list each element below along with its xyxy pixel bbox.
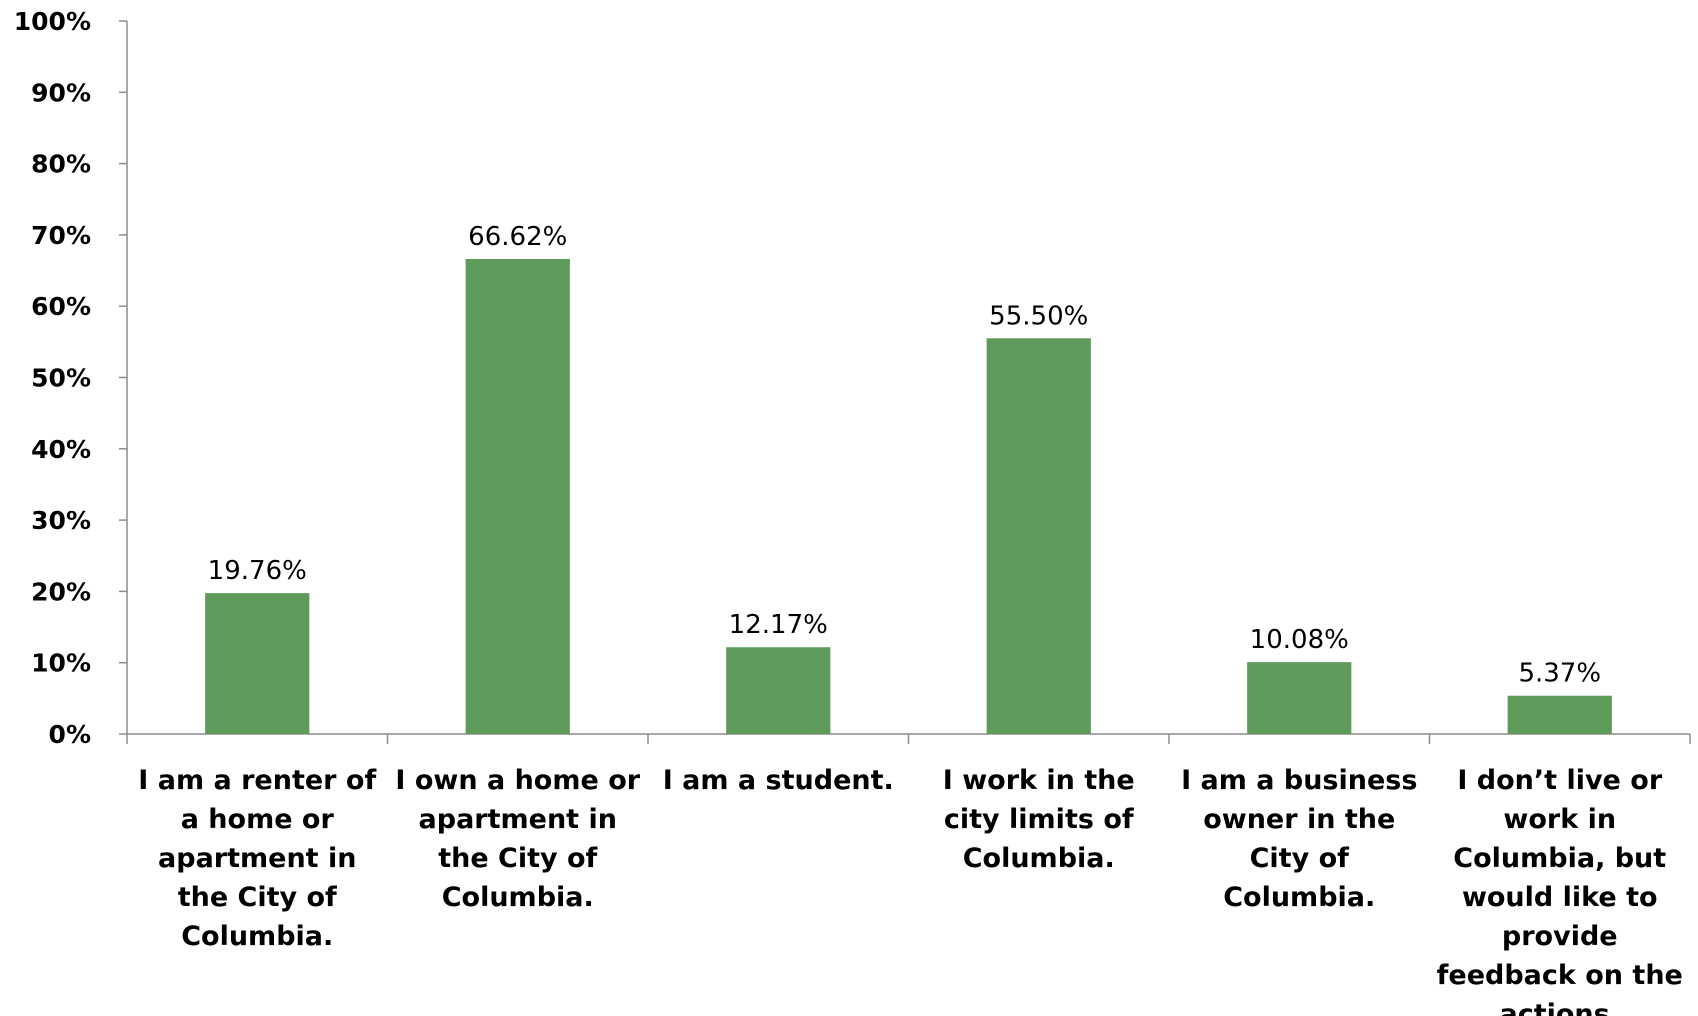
data-label: 12.17% bbox=[729, 610, 828, 640]
bar bbox=[1247, 662, 1352, 734]
y-tick-label: 60% bbox=[31, 292, 91, 321]
category-label-line: Columbia. bbox=[181, 921, 333, 952]
category-label-line: the City of bbox=[178, 882, 337, 913]
category-label-line: Columbia. bbox=[442, 882, 594, 913]
category-label-line: provide bbox=[1502, 921, 1618, 952]
category-labels: I am a renter of a home or apartment in the… bbox=[138, 765, 1683, 1016]
category-label: I am a student. bbox=[663, 765, 894, 796]
data-label: 19.76% bbox=[208, 556, 307, 586]
bar bbox=[205, 593, 310, 734]
category-label-line: I am a student. bbox=[663, 765, 894, 796]
data-label: 55.50% bbox=[989, 301, 1088, 331]
category-label-line: a home or bbox=[181, 804, 335, 835]
category-label-line: I am a renter of bbox=[138, 765, 376, 796]
bar bbox=[1507, 695, 1612, 734]
category-label-line: Columbia, but bbox=[1453, 843, 1666, 874]
category-label-line: owner in the bbox=[1203, 804, 1395, 835]
category-label: I am a business owner in the City of Columb… bbox=[1181, 765, 1417, 913]
category-label-line: I am a business bbox=[1181, 765, 1417, 796]
category-label-line: actions. bbox=[1500, 999, 1621, 1016]
category-label-line: would like to bbox=[1462, 882, 1658, 913]
bars bbox=[205, 258, 1612, 734]
y-axis: 0% 10% 20% 30% 40% 50% 60% 70% 80% 90% 100% bbox=[14, 7, 128, 749]
category-label-line: the City of bbox=[438, 843, 597, 874]
data-labels: 19.76% 66.62% 12.17% 55.50% 10.08% 5.37% bbox=[208, 222, 1601, 689]
category-label-line: I don’t live or bbox=[1457, 765, 1662, 796]
category-label-line: City of bbox=[1250, 843, 1350, 874]
category-label-line: apartment in bbox=[419, 804, 617, 835]
category-label-line: city limits of bbox=[944, 804, 1134, 835]
category-label-line: I work in the bbox=[943, 765, 1135, 796]
data-label: 10.08% bbox=[1250, 625, 1349, 655]
category-label-line: work in bbox=[1503, 804, 1616, 835]
category-label-line: apartment in bbox=[158, 843, 356, 874]
y-tick-label: 40% bbox=[31, 435, 91, 464]
category-label-line: Columbia. bbox=[1223, 882, 1375, 913]
y-tick-label: 90% bbox=[31, 78, 91, 107]
category-label-line: feedback on the bbox=[1437, 960, 1683, 991]
y-tick-label: 20% bbox=[31, 577, 91, 606]
bar bbox=[726, 647, 831, 734]
category-label: I work in the city limits of Columbia. bbox=[943, 765, 1135, 874]
x-axis bbox=[126, 733, 1691, 744]
bar bbox=[986, 338, 1091, 734]
y-tick-label: 50% bbox=[31, 364, 91, 393]
y-tick-label: 30% bbox=[31, 506, 91, 535]
y-tick-label: 0% bbox=[49, 720, 91, 749]
category-label: I own a home or apartment in the City of Co… bbox=[395, 765, 640, 913]
category-label: I don’t live or work in Columbia, but would… bbox=[1437, 765, 1683, 1016]
data-label: 66.62% bbox=[468, 222, 567, 252]
y-tick-label: 10% bbox=[31, 649, 91, 678]
data-label: 5.37% bbox=[1518, 659, 1601, 689]
y-tick-label: 100% bbox=[14, 7, 91, 36]
category-label: I am a renter of a home or apartment in the… bbox=[138, 765, 376, 952]
category-label-line: I own a home or bbox=[395, 765, 640, 796]
y-tick-label: 80% bbox=[31, 150, 91, 179]
category-label-line: Columbia. bbox=[963, 843, 1115, 874]
y-tick-label: 70% bbox=[31, 221, 91, 250]
bar bbox=[465, 258, 570, 734]
